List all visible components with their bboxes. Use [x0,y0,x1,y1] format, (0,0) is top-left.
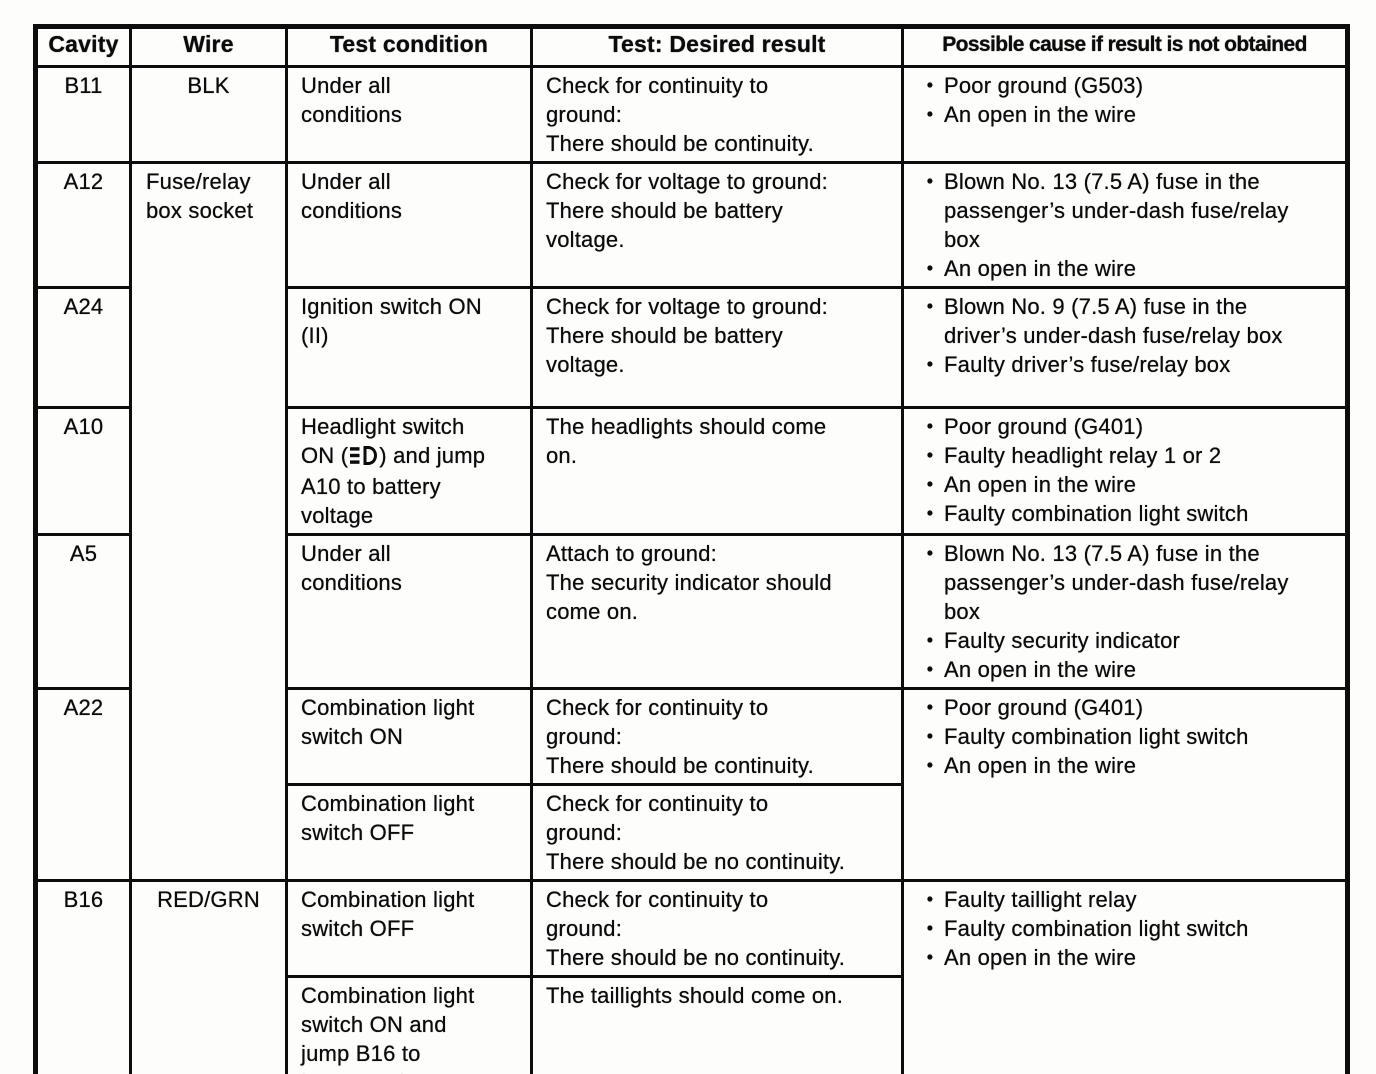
cell-possible-cause: • Blown No. 13 (7.5 A) fuse in the passen… [901,161,1349,289]
table-row-a10: A10 Headlight switch ON () and jump A10 … [34,406,1349,536]
cause-item: • Faulty taillight relay [916,885,1337,914]
bullet-icon: • [926,104,934,124]
cause-item: • Faulty headlight relay 1 or 2 [916,441,1337,470]
cause-item: • An open in the wire [916,470,1337,499]
cell-desired-result: Check for continuity to ground: There sh… [530,65,904,164]
cell-possible-cause: • Blown No. 9 (7.5 A) fuse in the driver’… [901,286,1349,409]
cause-item: • Poor ground (G401) [916,412,1337,441]
cause-item: • An open in the wire [916,943,1337,972]
bullet-icon: • [926,726,934,746]
cell-possible-cause: • Poor ground (G503) • An open in the wire [901,65,1349,164]
table-row-a5: A5 Under all conditions Attach to ground… [34,533,1349,690]
cell-cavity: B16 [34,879,132,1074]
cell-wire: BLK [129,65,288,164]
bullet-icon: • [926,630,934,650]
connector-test-table: Cavity Wire Test condition Test: Desired… [33,24,1350,1074]
cause-item: • Faulty driver’s fuse/relay box [916,350,1337,379]
cell-test-condition: Combination light switch ON and jump B16… [285,975,533,1074]
table-row-b11: B11 BLK Under all conditions Check for c… [34,65,1349,164]
col-header-wire: Wire [129,25,288,68]
bullet-icon: • [926,354,934,374]
cause-item: • Faulty combination light switch [916,722,1337,751]
bullet-icon: • [926,889,934,909]
cause-item: • Faulty security indicator [916,626,1337,655]
cell-test-condition: Combination light switch OFF [285,783,533,882]
cell-test-condition: Under all conditions [285,533,533,690]
table-row-a22: A22 Combination light switch ON Check fo… [34,687,1349,882]
cell-wire: Fuse/relay box socket [129,161,288,882]
col-header-test-condition: Test condition [285,25,533,68]
cause-item: • An open in the wire [916,254,1337,283]
headlight-icon [350,443,378,472]
cause-item: • Faulty combination light switch [916,499,1337,528]
cell-test-condition: Under all conditions [285,65,533,164]
cell-desired-result: Attach to ground: The security indicator… [530,533,904,690]
bullet-icon: • [926,474,934,494]
table-row-b16-sub: Combination light switch ON and jump B16… [36,975,1348,1074]
cell-desired-result: The taillights should come on. [530,975,904,1074]
cause-item: • Faulty combination light switch [916,914,1337,943]
cell-cavity: A10 [34,406,132,536]
cause-item: • Blown No. 13 (7.5 A) fuse in the passen… [916,167,1337,254]
cell-possible-cause: • Poor ground (G401) • Faulty headlight re… [901,406,1349,536]
cause-item: • Poor ground (G401) [916,693,1337,722]
table-row-a12: A12 Fuse/relay box socket Under all cond… [34,161,1349,882]
cell-test-condition: Under all conditions [285,161,533,289]
bullet-icon: • [926,918,934,938]
cause-item: • Blown No. 13 (7.5 A) fuse in the passen… [916,539,1337,626]
cell-desired-result: Check for continuity to ground: There sh… [530,783,904,882]
bullet-icon: • [926,947,934,967]
bullet-icon: • [926,171,934,191]
cell-desired-result: Check for voltage to ground: There shoul… [530,161,904,289]
cell-desired-result: The headlights should come on. [530,406,904,536]
cell-desired-result: Check for continuity to ground: There sh… [530,879,904,978]
table-row-b16: B16 RED/GRN Combination light switch OFF… [34,879,1349,1074]
cause-item: • An open in the wire [916,100,1337,129]
cell-cavity: A22 [34,687,132,882]
table-row-a24: A24 Ignition switch ON (II) Check for vo… [34,286,1349,409]
bullet-icon: • [926,75,934,95]
cell-cavity: A24 [34,286,132,409]
cell-desired-result: Check for continuity to ground: There sh… [530,687,904,786]
bullet-icon: • [926,416,934,436]
bullet-icon: • [926,503,934,523]
cause-item: • Blown No. 9 (7.5 A) fuse in the driver’… [916,292,1337,350]
col-header-cavity: Cavity [34,25,132,68]
cell-test-condition: Headlight switch ON () and jump A10 to b… [285,406,533,536]
bullet-icon: • [926,445,934,465]
bullet-icon: • [926,296,934,316]
cell-cavity: A12 [34,161,132,289]
cell-test-condition: Ignition switch ON (II) [285,286,533,409]
cell-test-condition: Combination light switch OFF [285,879,533,978]
col-header-possible-cause: Possible cause if result is not obtained [901,25,1349,68]
cell-cavity: A5 [34,533,132,690]
cell-possible-cause: • Faulty taillight relay • Faulty combinat… [901,879,1349,1074]
cell-desired-result: Check for voltage to ground: There shoul… [530,286,904,409]
bullet-icon: • [926,697,934,717]
col-header-desired-result: Test: Desired result [530,25,904,68]
cell-cavity: B11 [34,65,132,164]
header-row: Cavity Wire Test condition Test: Desired… [34,25,1349,68]
bullet-icon: • [926,258,934,278]
cause-item: • An open in the wire [916,751,1337,780]
cause-item: • Poor ground (G503) [916,71,1337,100]
bullet-icon: • [926,659,934,679]
cell-possible-cause: • Poor ground (G401) • Faulty combination … [901,687,1349,882]
cell-wire: RED/GRN [129,879,288,1074]
table-row-a22-sub: Combination light switch OFF Check for c… [36,783,1348,882]
cell-possible-cause: • Blown No. 13 (7.5 A) fuse in the passen… [901,533,1349,690]
bullet-icon: • [926,755,934,775]
bullet-icon: • [926,543,934,563]
cause-item: • An open in the wire [916,655,1337,684]
cell-test-condition: Combination light switch ON [285,687,533,786]
